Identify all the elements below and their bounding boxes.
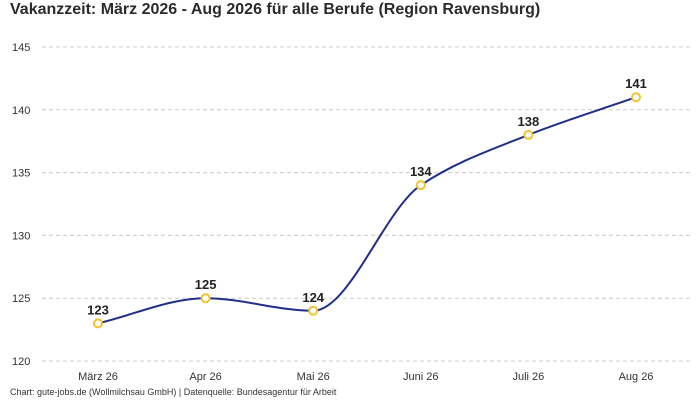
x-tick-label: März 26: [78, 371, 118, 383]
y-tick-label: 130: [12, 230, 30, 242]
data-point: [631, 92, 641, 103]
data-points: [93, 92, 641, 329]
data-point: [308, 305, 319, 316]
y-tick-label: 140: [12, 105, 30, 117]
x-tick-label: Juni 26: [403, 371, 438, 383]
y-tick-label: 145: [12, 42, 30, 54]
source-footer: Chart: gute-jobs.de (Wollmilchsau GmbH) …: [10, 387, 337, 397]
x-axis-ticks: März 26 Apr 26 Mai 26 Juni 26 Juli 26 Aug 26: [78, 371, 653, 383]
data-point: [93, 318, 103, 329]
data-point: [200, 293, 211, 304]
x-tick-label: Juli 26: [513, 371, 545, 383]
y-tick-label: 135: [12, 168, 30, 180]
data-label: 125: [195, 277, 217, 292]
data-point: [523, 129, 534, 140]
series-line-path: [97, 96, 637, 325]
x-tick-label: Apr 26: [189, 371, 221, 383]
data-label: 123: [87, 302, 109, 317]
series-line: [97, 96, 637, 325]
data-label: 141: [625, 76, 647, 91]
data-label: 124: [302, 290, 324, 305]
data-label: 138: [518, 114, 540, 129]
y-tick-label: 125: [12, 293, 30, 305]
chart-title: Vakanzzeit: März 2026 - Aug 2026 für all…: [10, 1, 541, 18]
y-tick-label: 120: [12, 356, 30, 368]
y-axis-ticks: 120 125 130 135 140 145: [12, 42, 30, 368]
x-tick-label: Mai 26: [297, 371, 330, 383]
data-point: [415, 180, 426, 191]
grid-lines: [42, 46, 692, 362]
data-labels: 123 125 124 134 138 141: [87, 76, 647, 317]
x-tick-label: Aug 26: [619, 371, 654, 383]
data-label: 134: [410, 164, 432, 179]
